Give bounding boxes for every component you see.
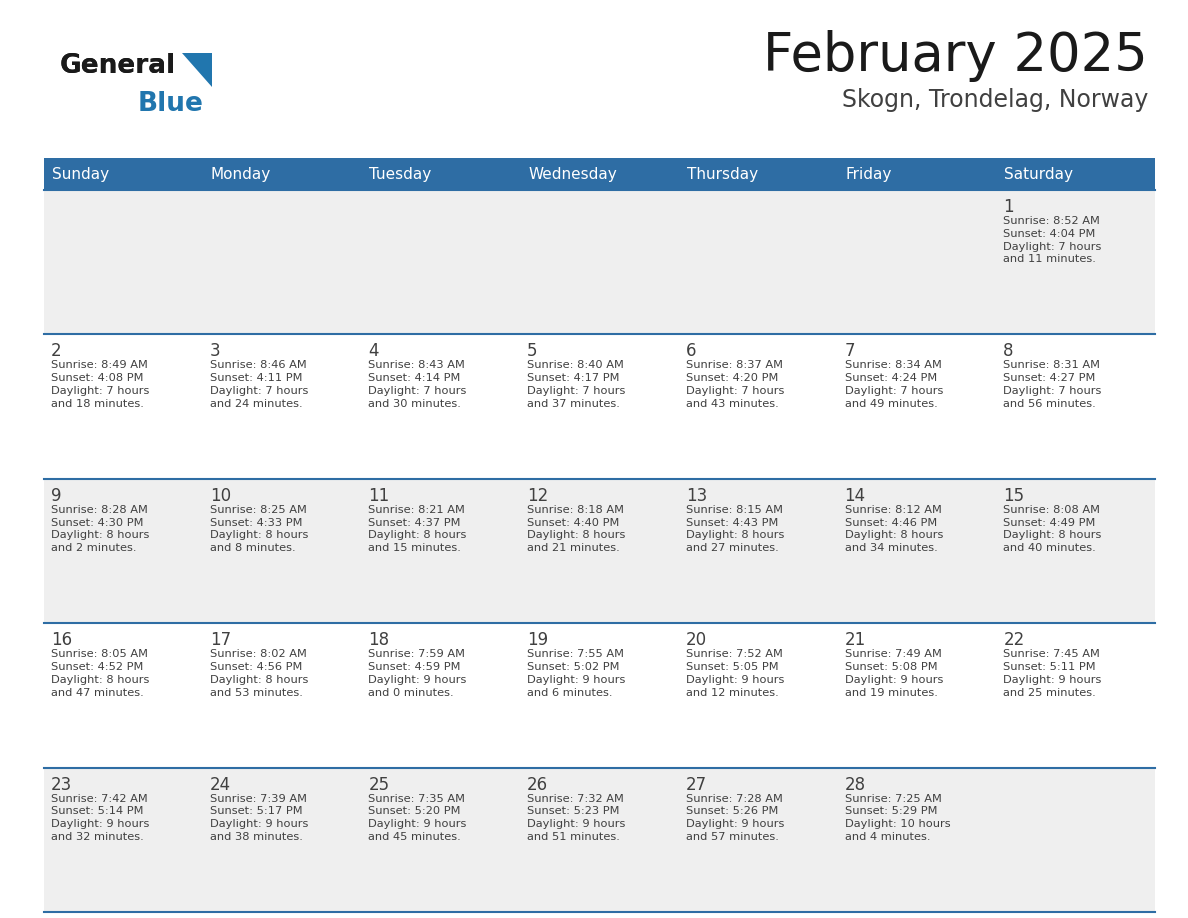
Text: Sunrise: 8:25 AM
Sunset: 4:33 PM
Daylight: 8 hours
and 8 minutes.: Sunrise: 8:25 AM Sunset: 4:33 PM Dayligh… [210, 505, 308, 554]
Bar [44, 334, 1155, 479]
Text: 9: 9 [51, 487, 62, 505]
Text: Sunrise: 7:39 AM
Sunset: 5:17 PM
Daylight: 9 hours
and 38 minutes.: Sunrise: 7:39 AM Sunset: 5:17 PM Dayligh… [210, 793, 308, 842]
Text: 19: 19 [527, 632, 549, 649]
Text: Tuesday: Tuesday [369, 166, 431, 182]
Text: 18: 18 [368, 632, 390, 649]
Text: Friday: Friday [846, 166, 892, 182]
Text: Sunrise: 8:12 AM
Sunset: 4:46 PM
Daylight: 8 hours
and 34 minutes.: Sunrise: 8:12 AM Sunset: 4:46 PM Dayligh… [845, 505, 943, 554]
Text: 21: 21 [845, 632, 866, 649]
Text: Sunrise: 7:28 AM
Sunset: 5:26 PM
Daylight: 9 hours
and 57 minutes.: Sunrise: 7:28 AM Sunset: 5:26 PM Dayligh… [685, 793, 784, 842]
Text: Sunrise: 8:43 AM
Sunset: 4:14 PM
Daylight: 7 hours
and 30 minutes.: Sunrise: 8:43 AM Sunset: 4:14 PM Dayligh… [368, 361, 467, 409]
Text: Sunrise: 8:21 AM
Sunset: 4:37 PM
Daylight: 8 hours
and 15 minutes.: Sunrise: 8:21 AM Sunset: 4:37 PM Dayligh… [368, 505, 467, 554]
Text: Sunrise: 8:37 AM
Sunset: 4:20 PM
Daylight: 7 hours
and 43 minutes.: Sunrise: 8:37 AM Sunset: 4:20 PM Dayligh… [685, 361, 784, 409]
Text: Sunrise: 8:34 AM
Sunset: 4:24 PM
Daylight: 7 hours
and 49 minutes.: Sunrise: 8:34 AM Sunset: 4:24 PM Dayligh… [845, 361, 943, 409]
Text: 26: 26 [527, 776, 549, 793]
Bar [44, 623, 1155, 767]
Text: 11: 11 [368, 487, 390, 505]
Polygon shape [182, 53, 211, 87]
Text: Skogn, Trondelag, Norway: Skogn, Trondelag, Norway [841, 88, 1148, 112]
Text: 6: 6 [685, 342, 696, 361]
Text: Sunrise: 8:28 AM
Sunset: 4:30 PM
Daylight: 8 hours
and 2 minutes.: Sunrise: 8:28 AM Sunset: 4:30 PM Dayligh… [51, 505, 150, 554]
Text: 24: 24 [210, 776, 230, 793]
Text: 16: 16 [51, 632, 72, 649]
Bar [44, 479, 1155, 623]
Text: Sunrise: 8:18 AM
Sunset: 4:40 PM
Daylight: 8 hours
and 21 minutes.: Sunrise: 8:18 AM Sunset: 4:40 PM Dayligh… [527, 505, 626, 554]
Text: 3: 3 [210, 342, 220, 361]
Text: Sunrise: 7:59 AM
Sunset: 4:59 PM
Daylight: 9 hours
and 0 minutes.: Sunrise: 7:59 AM Sunset: 4:59 PM Dayligh… [368, 649, 467, 698]
Text: Blue: Blue [138, 91, 204, 117]
Text: Sunrise: 7:32 AM
Sunset: 5:23 PM
Daylight: 9 hours
and 51 minutes.: Sunrise: 7:32 AM Sunset: 5:23 PM Dayligh… [527, 793, 626, 842]
Text: 7: 7 [845, 342, 855, 361]
Text: Sunrise: 8:46 AM
Sunset: 4:11 PM
Daylight: 7 hours
and 24 minutes.: Sunrise: 8:46 AM Sunset: 4:11 PM Dayligh… [210, 361, 308, 409]
Text: 13: 13 [685, 487, 707, 505]
Text: Sunrise: 7:25 AM
Sunset: 5:29 PM
Daylight: 10 hours
and 4 minutes.: Sunrise: 7:25 AM Sunset: 5:29 PM Dayligh… [845, 793, 950, 842]
Text: Monday: Monday [210, 166, 271, 182]
Text: Sunrise: 8:52 AM
Sunset: 4:04 PM
Daylight: 7 hours
and 11 minutes.: Sunrise: 8:52 AM Sunset: 4:04 PM Dayligh… [1004, 216, 1101, 264]
Text: Thursday: Thursday [687, 166, 758, 182]
Text: 17: 17 [210, 632, 230, 649]
Text: 28: 28 [845, 776, 866, 793]
Text: Sunrise: 7:55 AM
Sunset: 5:02 PM
Daylight: 9 hours
and 6 minutes.: Sunrise: 7:55 AM Sunset: 5:02 PM Dayligh… [527, 649, 626, 698]
Text: Sunrise: 8:40 AM
Sunset: 4:17 PM
Daylight: 7 hours
and 37 minutes.: Sunrise: 8:40 AM Sunset: 4:17 PM Dayligh… [527, 361, 626, 409]
Text: Sunrise: 7:35 AM
Sunset: 5:20 PM
Daylight: 9 hours
and 45 minutes.: Sunrise: 7:35 AM Sunset: 5:20 PM Dayligh… [368, 793, 467, 842]
Text: 12: 12 [527, 487, 549, 505]
Text: Sunrise: 8:31 AM
Sunset: 4:27 PM
Daylight: 7 hours
and 56 minutes.: Sunrise: 8:31 AM Sunset: 4:27 PM Dayligh… [1004, 361, 1101, 409]
Text: Sunday: Sunday [52, 166, 109, 182]
Text: Sunrise: 7:52 AM
Sunset: 5:05 PM
Daylight: 9 hours
and 12 minutes.: Sunrise: 7:52 AM Sunset: 5:05 PM Dayligh… [685, 649, 784, 698]
Text: 14: 14 [845, 487, 866, 505]
Text: Sunrise: 7:49 AM
Sunset: 5:08 PM
Daylight: 9 hours
and 19 minutes.: Sunrise: 7:49 AM Sunset: 5:08 PM Dayligh… [845, 649, 943, 698]
Text: Wednesday: Wednesday [529, 166, 617, 182]
Text: 2: 2 [51, 342, 62, 361]
Bar [44, 190, 1155, 334]
Text: 23: 23 [51, 776, 72, 793]
Text: General: General [61, 53, 176, 79]
Text: General: General [61, 53, 176, 79]
Text: Sunrise: 8:05 AM
Sunset: 4:52 PM
Daylight: 8 hours
and 47 minutes.: Sunrise: 8:05 AM Sunset: 4:52 PM Dayligh… [51, 649, 150, 698]
Text: Sunrise: 8:49 AM
Sunset: 4:08 PM
Daylight: 7 hours
and 18 minutes.: Sunrise: 8:49 AM Sunset: 4:08 PM Dayligh… [51, 361, 150, 409]
Text: February 2025: February 2025 [763, 30, 1148, 82]
Text: 1: 1 [1004, 198, 1013, 216]
Text: Saturday: Saturday [1004, 166, 1073, 182]
Text: Sunrise: 8:02 AM
Sunset: 4:56 PM
Daylight: 8 hours
and 53 minutes.: Sunrise: 8:02 AM Sunset: 4:56 PM Dayligh… [210, 649, 308, 698]
Text: 25: 25 [368, 776, 390, 793]
Text: 8: 8 [1004, 342, 1013, 361]
Bar [44, 158, 1155, 190]
Text: Sunrise: 7:45 AM
Sunset: 5:11 PM
Daylight: 9 hours
and 25 minutes.: Sunrise: 7:45 AM Sunset: 5:11 PM Dayligh… [1004, 649, 1101, 698]
Text: 22: 22 [1004, 632, 1024, 649]
Text: Sunrise: 7:42 AM
Sunset: 5:14 PM
Daylight: 9 hours
and 32 minutes.: Sunrise: 7:42 AM Sunset: 5:14 PM Dayligh… [51, 793, 150, 842]
Bar [44, 767, 1155, 912]
Text: 20: 20 [685, 632, 707, 649]
Text: 10: 10 [210, 487, 230, 505]
Text: 4: 4 [368, 342, 379, 361]
Text: Sunrise: 8:15 AM
Sunset: 4:43 PM
Daylight: 8 hours
and 27 minutes.: Sunrise: 8:15 AM Sunset: 4:43 PM Dayligh… [685, 505, 784, 554]
Text: 15: 15 [1004, 487, 1024, 505]
Text: Sunrise: 8:08 AM
Sunset: 4:49 PM
Daylight: 8 hours
and 40 minutes.: Sunrise: 8:08 AM Sunset: 4:49 PM Dayligh… [1004, 505, 1101, 554]
Text: 27: 27 [685, 776, 707, 793]
Text: 5: 5 [527, 342, 538, 361]
